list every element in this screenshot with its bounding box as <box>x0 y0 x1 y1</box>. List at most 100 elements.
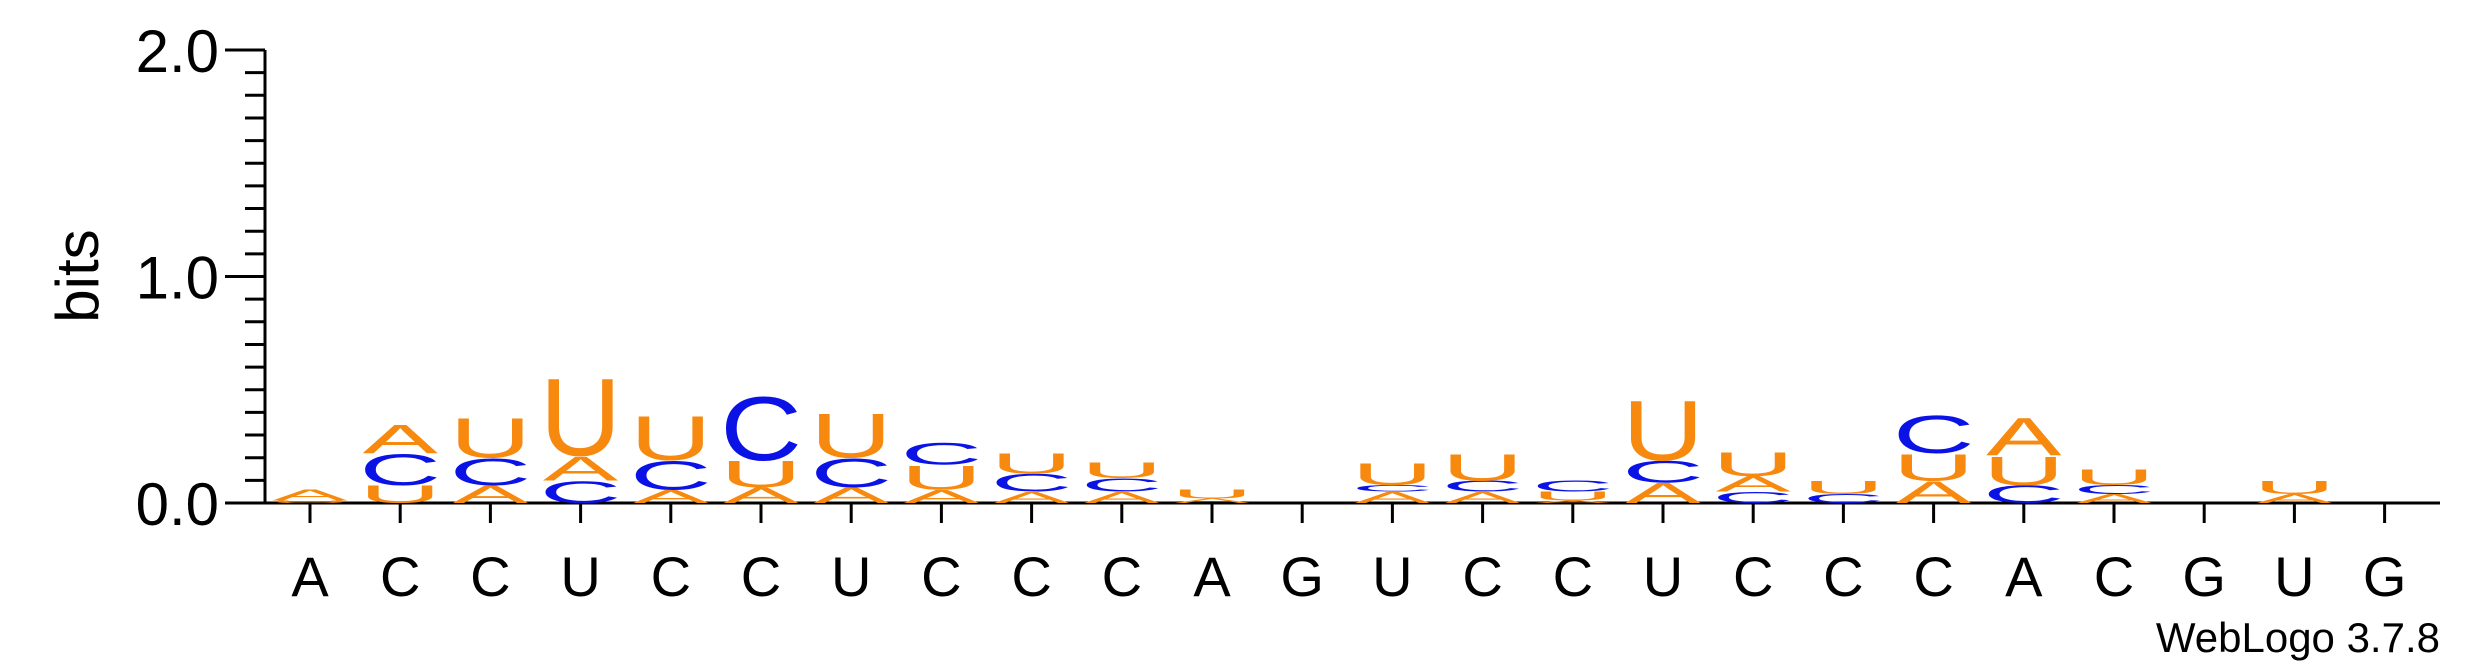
logo-glyph-a: A <box>2257 492 2333 506</box>
logo-glyph-u: U <box>359 481 441 509</box>
y-tick-label: 1.0 <box>136 245 219 312</box>
logo-column: CU <box>1803 477 1885 506</box>
x-tick-label: C <box>921 545 961 608</box>
logo-column: CAU <box>540 356 622 510</box>
x-tick-label: C <box>1913 545 1953 608</box>
logo-glyph-u: U <box>2073 465 2155 490</box>
logo-glyph-a: A <box>1896 475 1972 510</box>
logo-glyph-c: C <box>1352 483 1434 494</box>
logo-glyph-a: A <box>633 486 708 507</box>
logo-glyph-c: C <box>991 469 1073 497</box>
logo-glyph-c: C <box>1712 489 1794 507</box>
logo-glyph-c: C <box>901 436 983 471</box>
logo-column: ACU <box>1081 458 1163 506</box>
logo-glyph-c: C <box>1081 475 1163 496</box>
logo-glyph-c: C <box>720 377 802 479</box>
x-tick-label: C <box>470 545 510 608</box>
logo-glyph-u: U <box>1622 384 1704 478</box>
logo-column: UCA <box>359 417 441 509</box>
logo-column: ACU <box>1352 456 1434 506</box>
logo-glyph-u: U <box>1171 487 1253 501</box>
logo-glyph-a: A <box>1355 489 1431 507</box>
logo-column: ACU <box>450 406 532 508</box>
logo-column: UA <box>269 487 351 505</box>
logo-glyph-u: U <box>630 404 712 474</box>
logo-glyph-c: C <box>1803 492 1885 506</box>
logo-column: ACU <box>1442 446 1524 506</box>
logo-glyph-c: C <box>359 445 441 494</box>
logo-glyph-a: A <box>272 487 348 505</box>
logo-glyph-a: A <box>1716 472 1792 497</box>
x-tick-label: C <box>741 545 781 608</box>
logo-glyph-c: C <box>810 451 892 497</box>
logo-glyph-c: C <box>1622 454 1704 489</box>
logo-glyph-a: A <box>1445 489 1521 507</box>
y-tick-label: 0.0 <box>136 471 219 538</box>
x-tick-label: C <box>1733 545 1773 608</box>
logo-glyph-u: U <box>991 448 1073 480</box>
logo-glyph-a: A <box>2076 492 2152 506</box>
x-tick-label: U <box>1643 545 1683 608</box>
logo-glyph-a: A <box>1535 500 1611 504</box>
x-tick-label: C <box>651 545 691 608</box>
x-tick-label: G <box>1280 545 1324 608</box>
x-tick-label: U <box>2274 545 2314 608</box>
logo-glyph-c: C <box>540 475 622 510</box>
logo-glyph-a: A <box>904 486 979 507</box>
x-tick-label: C <box>2094 545 2134 608</box>
logo-glyph-a: A <box>1625 478 1700 510</box>
logo-column: AU <box>2254 477 2336 506</box>
logo-glyph-c: C <box>450 451 532 493</box>
logo-glyph-u: U <box>1442 446 1524 488</box>
logo-glyph-c: C <box>2073 483 2155 497</box>
x-tick-label: G <box>2363 545 2407 608</box>
logo-column: CAU <box>1712 444 1794 506</box>
logo-glyph-u: U <box>450 406 532 469</box>
x-ticks <box>308 503 2387 523</box>
logo-glyph-u: U <box>1803 477 1885 498</box>
logo-glyph-a: A <box>723 483 799 508</box>
logo-glyph-a: A <box>1174 497 1250 504</box>
logo-column: AUC <box>1532 478 1614 504</box>
logo-column: ACU <box>630 404 712 508</box>
logo-glyph-c: C <box>1893 405 1975 465</box>
logo-glyph-c: C <box>1532 478 1614 496</box>
logo-glyph-u: U <box>720 453 802 495</box>
x-tick-label: A <box>2005 545 2043 608</box>
x-tick-label: U <box>1372 545 1412 608</box>
logo-glyph-a: A <box>543 449 619 488</box>
x-tick-label: A <box>1193 545 1231 608</box>
x-tick-label: C <box>1553 545 1593 608</box>
x-tick-label: C <box>1823 545 1863 608</box>
logo-column: ACU <box>1622 384 1704 509</box>
logo-glyph-u: U <box>1532 489 1614 503</box>
x-tick-label: C <box>1102 545 1142 608</box>
logo-glyph-u: U <box>1893 446 1975 488</box>
logo-column: AU <box>1171 487 1253 504</box>
axes: 0.0 1.0 2.0 bits <box>44 18 2440 538</box>
x-tick-label: A <box>291 545 329 608</box>
y-major-ticks: 0.0 1.0 2.0 <box>136 18 265 538</box>
logo-glyph-u: U <box>1983 448 2065 494</box>
logo-glyph-a: A <box>453 481 529 509</box>
logo-glyph-u: U <box>2254 477 2336 498</box>
weblogo-version-footer: WebLogo 3.7.8 <box>2156 614 2440 661</box>
x-tick-label: G <box>2182 545 2226 608</box>
logo-glyph-c: C <box>1983 481 2065 509</box>
logo-column: CUA <box>1983 407 2065 508</box>
logo-glyph-u: U <box>810 401 892 471</box>
x-tick-label: C <box>1462 545 1502 608</box>
logo-glyph-u: U <box>1081 458 1163 483</box>
logo-column: AUC <box>901 436 983 507</box>
logo-column: ACU <box>991 448 1073 506</box>
logo-glyph-c: C <box>1442 478 1524 496</box>
x-tick-label: C <box>1011 545 1051 608</box>
logo-glyph-a: A <box>994 489 1070 507</box>
logo-glyph-u: U <box>1712 444 1794 483</box>
y-tick-label: 2.0 <box>136 18 219 85</box>
logo-column: ACU <box>810 401 892 508</box>
x-tick-label: U <box>560 545 600 608</box>
